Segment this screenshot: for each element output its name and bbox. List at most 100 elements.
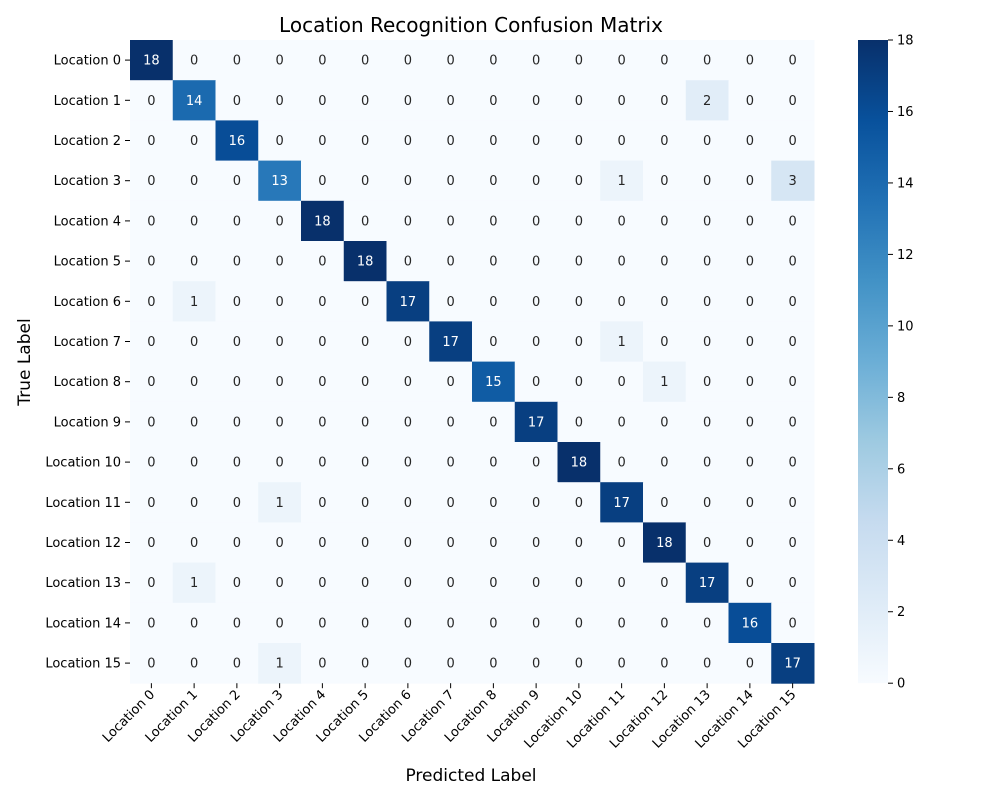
cell-value-label: 0 bbox=[703, 214, 711, 229]
cell-value-label: 0 bbox=[746, 335, 754, 350]
heatmap-cell bbox=[600, 40, 644, 81]
cell-value-label: 0 bbox=[532, 54, 540, 69]
heatmap-cell bbox=[728, 602, 772, 644]
y-tick-label: Location 9 bbox=[54, 415, 121, 430]
cell-value-label: 0 bbox=[575, 295, 583, 310]
cell-value-label: 0 bbox=[233, 576, 241, 591]
cell-value-label: 0 bbox=[575, 415, 583, 430]
cell-value-label: 0 bbox=[190, 375, 198, 390]
heatmap-cell bbox=[685, 602, 729, 644]
cell-value-label: 0 bbox=[275, 255, 283, 270]
heatmap-cell bbox=[258, 80, 302, 121]
cell-value-label: 0 bbox=[233, 657, 241, 672]
heatmap-cell bbox=[343, 120, 387, 162]
heatmap-cell bbox=[643, 200, 687, 242]
heatmap-cell bbox=[258, 482, 302, 523]
heatmap-cell bbox=[557, 562, 601, 604]
heatmap-grid: 18 0 0 0 0 0 0 0 0 0 0 0 0 0 0 0 0 14 0 0 0 0 0 0 0 0 0 0 0 2 0 0 0 0 16 0 0… bbox=[130, 40, 815, 684]
heatmap-cell bbox=[386, 482, 430, 523]
cell-value-label: 0 bbox=[404, 335, 412, 350]
cell-value-label: 0 bbox=[361, 295, 369, 310]
cell-value-label: 0 bbox=[361, 174, 369, 189]
y-tick-label: Location 10 bbox=[45, 456, 121, 471]
cell-value-label: 0 bbox=[575, 54, 583, 69]
heatmap-cell bbox=[343, 241, 387, 282]
cell-value-label: 13 bbox=[271, 174, 288, 189]
heatmap-cell bbox=[429, 321, 473, 363]
heatmap-cell bbox=[643, 643, 687, 684]
heatmap-cell bbox=[172, 321, 216, 363]
heatmap-cell bbox=[472, 602, 516, 644]
cell-value-label: 0 bbox=[318, 456, 326, 471]
cell-value-label: 0 bbox=[361, 657, 369, 672]
heatmap-cell bbox=[386, 602, 430, 644]
cell-value-label: 0 bbox=[275, 375, 283, 390]
cell-value-label: 0 bbox=[746, 94, 754, 109]
heatmap-cell bbox=[130, 602, 174, 644]
heatmap-cell bbox=[386, 120, 430, 162]
cell-value-label: 0 bbox=[617, 134, 625, 149]
cell-value-label: 0 bbox=[746, 496, 754, 511]
y-tick-label: Location 6 bbox=[54, 295, 121, 310]
heatmap-cell bbox=[472, 562, 516, 604]
cell-value-label: 0 bbox=[575, 94, 583, 109]
heatmap-cell bbox=[557, 401, 601, 443]
heatmap-cell bbox=[215, 442, 259, 483]
heatmap-cell bbox=[343, 200, 387, 242]
heatmap-cell bbox=[557, 160, 601, 202]
heatmap-cell bbox=[215, 160, 259, 202]
cell-value-label: 0 bbox=[404, 134, 412, 149]
cell-value-label: 0 bbox=[746, 536, 754, 551]
heatmap-cell bbox=[215, 321, 259, 363]
heatmap-cell bbox=[771, 120, 815, 162]
heatmap-cell bbox=[514, 643, 558, 684]
cell-value-label: 16 bbox=[742, 616, 759, 631]
cell-value-label: 0 bbox=[275, 536, 283, 551]
cell-value-label: 0 bbox=[147, 415, 155, 430]
heatmap-cell bbox=[643, 401, 687, 443]
cell-value-label: 0 bbox=[147, 375, 155, 390]
heatmap-cell bbox=[472, 80, 516, 121]
cell-value-label: 18 bbox=[143, 54, 160, 69]
heatmap-cell bbox=[172, 602, 216, 644]
heatmap-cell bbox=[728, 160, 772, 202]
cell-value-label: 0 bbox=[361, 94, 369, 109]
cell-value-label: 0 bbox=[532, 174, 540, 189]
cell-value-label: 0 bbox=[617, 94, 625, 109]
heatmap-cell bbox=[386, 281, 430, 322]
heatmap-cell bbox=[301, 80, 345, 121]
colorbar-tick-label: 8 bbox=[897, 391, 905, 406]
heatmap-cell bbox=[343, 80, 387, 121]
cell-value-label: 0 bbox=[147, 174, 155, 189]
cell-value-label: 0 bbox=[788, 616, 796, 631]
heatmap-cell bbox=[172, 401, 216, 443]
cell-value-label: 0 bbox=[660, 255, 668, 270]
heatmap-cell bbox=[343, 562, 387, 604]
heatmap-cell bbox=[258, 200, 302, 242]
cell-value-label: 0 bbox=[190, 456, 198, 471]
heatmap-cell bbox=[343, 40, 387, 81]
heatmap-cell bbox=[301, 281, 345, 322]
cell-value-label: 0 bbox=[361, 214, 369, 229]
cell-value-label: 0 bbox=[404, 214, 412, 229]
cell-value-label: 17 bbox=[442, 335, 459, 350]
heatmap-cell bbox=[557, 643, 601, 684]
cell-value-label: 0 bbox=[532, 295, 540, 310]
cell-value-label: 0 bbox=[275, 415, 283, 430]
heatmap-cell bbox=[472, 522, 516, 564]
heatmap-cell bbox=[472, 40, 516, 81]
cell-value-label: 0 bbox=[361, 335, 369, 350]
cell-value-label: 0 bbox=[233, 54, 241, 69]
heatmap-cell bbox=[258, 522, 302, 564]
cell-value-label: 0 bbox=[190, 255, 198, 270]
cell-value-label: 0 bbox=[703, 54, 711, 69]
heatmap-cell bbox=[215, 602, 259, 644]
cell-value-label: 0 bbox=[703, 415, 711, 430]
cell-value-label: 0 bbox=[190, 616, 198, 631]
heatmap-cell bbox=[557, 442, 601, 483]
heatmap-cell bbox=[685, 482, 729, 523]
heatmap-cell bbox=[514, 241, 558, 282]
cell-value-label: 0 bbox=[575, 657, 583, 672]
cell-value-label: 0 bbox=[233, 456, 241, 471]
